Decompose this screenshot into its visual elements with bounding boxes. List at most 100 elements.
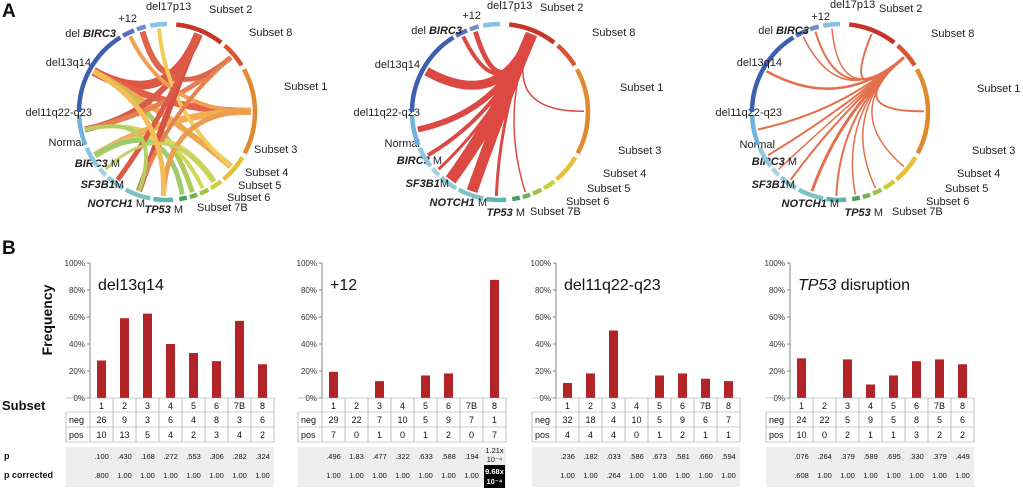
p-corrected-value: 1.00 bbox=[117, 471, 132, 480]
chord-segment-arc bbox=[482, 21, 501, 28]
chord-segment-arc bbox=[914, 68, 931, 155]
chord-segment-arc bbox=[872, 187, 883, 196]
category-label: 3 bbox=[611, 401, 616, 411]
chord-diagram-3: Subset 2 Subset 8 Subset 1 Subset 3 Subset 4… bbox=[716, 0, 1021, 219]
chord-segment-label: Subset 8 bbox=[592, 27, 635, 39]
neg-count: 4 bbox=[611, 415, 616, 425]
chord-segment-arc bbox=[84, 146, 100, 168]
bar bbox=[97, 360, 106, 398]
neg-count: 29 bbox=[328, 415, 338, 425]
chord-segment-arc bbox=[794, 28, 808, 38]
y-tick-label: 80% bbox=[301, 286, 317, 295]
p-value: .168 bbox=[140, 452, 155, 461]
category-label: 8 bbox=[260, 401, 265, 411]
chord-segment-arc bbox=[770, 167, 781, 177]
chord-ribbons bbox=[417, 30, 585, 196]
category-label: 8 bbox=[492, 401, 497, 411]
chord-segment-label: SF3B1M bbox=[406, 178, 449, 190]
category-label: 1 bbox=[799, 401, 804, 411]
bar bbox=[421, 375, 430, 398]
neg-count: 22 bbox=[819, 415, 829, 425]
pos-row-label: pos bbox=[69, 430, 84, 440]
pos-count: 7 bbox=[492, 430, 497, 440]
chord-segment-arc bbox=[532, 187, 543, 196]
chord-segment-arc bbox=[822, 21, 841, 28]
pos-count: 4 bbox=[168, 430, 173, 440]
pos-count: 1 bbox=[703, 430, 708, 440]
chord-segment-arc bbox=[189, 192, 198, 200]
category-label: 4 bbox=[868, 401, 873, 411]
chord-segment-arc bbox=[848, 22, 896, 45]
p-value: .430 bbox=[117, 452, 132, 461]
neg-count: 5 bbox=[937, 415, 942, 425]
chord-segment-arc bbox=[430, 167, 441, 177]
p-corrected-value: 1.00 bbox=[464, 471, 479, 480]
bar-chart-1: 0%20%40%60%80%100%del13q14negpos12610291… bbox=[65, 259, 275, 487]
bar bbox=[212, 361, 221, 398]
chord-segment-label: Subset 8 bbox=[931, 28, 974, 40]
y-tick-label: 100% bbox=[531, 259, 551, 268]
p-corrected-row-label: p corrected bbox=[4, 470, 53, 480]
chord-segment-label: del11q22-q23 bbox=[716, 107, 782, 119]
p-value: .379 bbox=[840, 452, 855, 461]
frequency-axis-label: Frequency bbox=[39, 284, 55, 355]
category-label: 6 bbox=[446, 401, 451, 411]
p-corrected-value: 1.00 bbox=[441, 471, 456, 480]
category-label: 2 bbox=[822, 401, 827, 411]
bar bbox=[166, 344, 175, 398]
y-tick-label: 20% bbox=[535, 367, 551, 376]
chord-segment-arc bbox=[439, 175, 458, 191]
chord-segment-label: Subset 1 bbox=[284, 81, 327, 93]
p-value: .324 bbox=[255, 452, 270, 461]
chord-segment-label: Subset 5 bbox=[587, 183, 630, 195]
chord-segment-label: Subset 4 bbox=[603, 168, 646, 180]
p-corrected-value: 1.00 bbox=[418, 471, 433, 480]
chord-diagram-2: Subset 2 Subset 8 Subset 1 Subset 3 Subset 4… bbox=[354, 0, 664, 219]
p-value: .322 bbox=[395, 452, 410, 461]
chord-segment-arc bbox=[223, 43, 244, 67]
chord-segment-label: NOTCH1 M bbox=[88, 198, 145, 210]
neg-count: 9 bbox=[680, 415, 685, 425]
chord-segment-label: Subset 8 bbox=[249, 27, 292, 39]
chord-segment-arc bbox=[409, 114, 421, 146]
neg-count: 5 bbox=[891, 415, 896, 425]
p-value: .660 bbox=[698, 452, 713, 461]
p-corrected-value: .608 bbox=[794, 471, 809, 480]
bar bbox=[797, 358, 806, 398]
chord-segment-arc bbox=[485, 196, 507, 203]
chord-segment-label: Subset 6 bbox=[926, 196, 969, 208]
p-corrected-value: .264 bbox=[606, 471, 621, 480]
category-label: 5 bbox=[657, 401, 662, 411]
pos-count: 0 bbox=[354, 430, 359, 440]
chord-segment-label: BIRC3 M bbox=[75, 158, 120, 170]
p-value: .306 bbox=[209, 452, 224, 461]
chord-segment-arc bbox=[522, 192, 531, 200]
chord-segment-arc bbox=[124, 187, 151, 201]
pos-count: 3 bbox=[914, 430, 919, 440]
category-label: 1 bbox=[99, 401, 104, 411]
pos-count: 10 bbox=[96, 430, 106, 440]
category-label: 7B bbox=[234, 401, 245, 411]
neg-row-label: neg bbox=[769, 415, 784, 425]
p-corrected-value: 9.68x bbox=[485, 467, 505, 476]
y-tick-label: 40% bbox=[69, 340, 85, 349]
category-label: 2 bbox=[354, 401, 359, 411]
y-tick-label: 0% bbox=[539, 394, 551, 403]
category-label: 8 bbox=[960, 401, 965, 411]
p-corrected-value: 1.00 bbox=[675, 471, 690, 480]
y-tick-label: 60% bbox=[301, 313, 317, 322]
pos-count: 4 bbox=[565, 430, 570, 440]
neg-count: 6 bbox=[703, 415, 708, 425]
bar bbox=[912, 361, 921, 398]
chord-segment-label: Subset 5 bbox=[945, 183, 988, 195]
y-tick-label: 60% bbox=[769, 313, 785, 322]
y-tick-label: 0% bbox=[305, 394, 317, 403]
y-tick-label: 100% bbox=[65, 259, 85, 268]
pos-count: 10 bbox=[796, 430, 806, 440]
p-value: .588 bbox=[441, 452, 456, 461]
neg-row-label: neg bbox=[69, 415, 84, 425]
